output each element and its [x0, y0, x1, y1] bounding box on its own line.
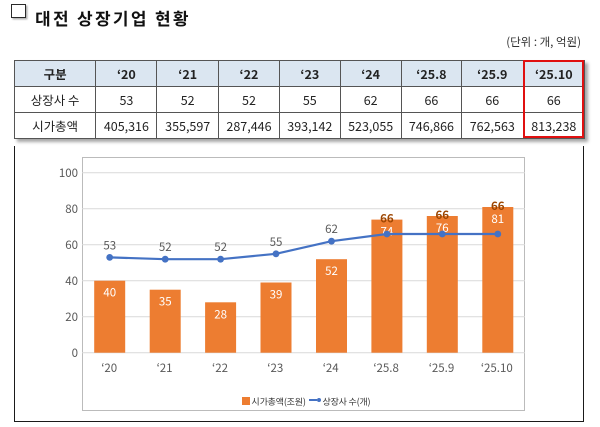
svg-text:62: 62 [325, 221, 338, 237]
svg-text:66: 66 [380, 211, 394, 227]
svg-text:52: 52 [214, 239, 227, 255]
svg-text:55: 55 [269, 234, 282, 250]
svg-text:28: 28 [214, 306, 227, 322]
svg-text:40: 40 [103, 285, 116, 301]
svg-text:53: 53 [103, 237, 116, 253]
svg-text:66: 66 [491, 198, 505, 214]
svg-text:66: 66 [435, 207, 449, 223]
svg-text:35: 35 [158, 294, 171, 310]
svg-text:52: 52 [158, 239, 171, 255]
svg-text:52: 52 [325, 263, 338, 279]
svg-text:39: 39 [269, 287, 282, 303]
